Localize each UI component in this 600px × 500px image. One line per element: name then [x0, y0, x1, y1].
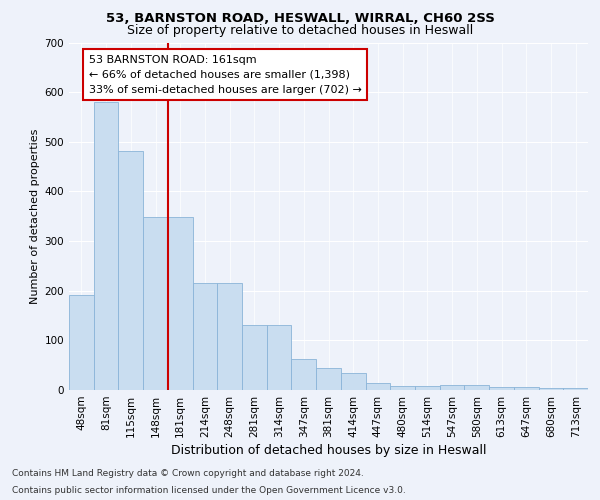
- Bar: [69, 294, 94, 390]
- Bar: [94, 102, 118, 390]
- Text: 53, BARNSTON ROAD, HESWALL, WIRRAL, CH60 2SS: 53, BARNSTON ROAD, HESWALL, WIRRAL, CH60…: [106, 12, 494, 26]
- Bar: [341, 372, 365, 390]
- Bar: [118, 151, 143, 390]
- Bar: [193, 283, 217, 390]
- Text: Size of property relative to detached houses in Heswall: Size of property relative to detached ho…: [127, 24, 473, 37]
- Bar: [143, 217, 168, 390]
- Bar: [267, 326, 292, 390]
- Text: Contains public sector information licensed under the Open Government Licence v3: Contains public sector information licen…: [12, 486, 406, 495]
- Bar: [464, 385, 489, 390]
- X-axis label: Distribution of detached houses by size in Heswall: Distribution of detached houses by size …: [171, 444, 486, 457]
- Bar: [539, 388, 563, 390]
- Text: 53 BARNSTON ROAD: 161sqm
← 66% of detached houses are smaller (1,398)
33% of sem: 53 BARNSTON ROAD: 161sqm ← 66% of detach…: [89, 55, 362, 94]
- Bar: [415, 386, 440, 390]
- Bar: [242, 326, 267, 390]
- Bar: [316, 368, 341, 390]
- Bar: [440, 385, 464, 390]
- Y-axis label: Number of detached properties: Number of detached properties: [31, 128, 40, 304]
- Bar: [563, 388, 588, 390]
- Bar: [292, 359, 316, 390]
- Bar: [390, 386, 415, 390]
- Bar: [217, 283, 242, 390]
- Bar: [168, 217, 193, 390]
- Bar: [365, 382, 390, 390]
- Bar: [489, 387, 514, 390]
- Bar: [514, 387, 539, 390]
- Text: Contains HM Land Registry data © Crown copyright and database right 2024.: Contains HM Land Registry data © Crown c…: [12, 468, 364, 477]
